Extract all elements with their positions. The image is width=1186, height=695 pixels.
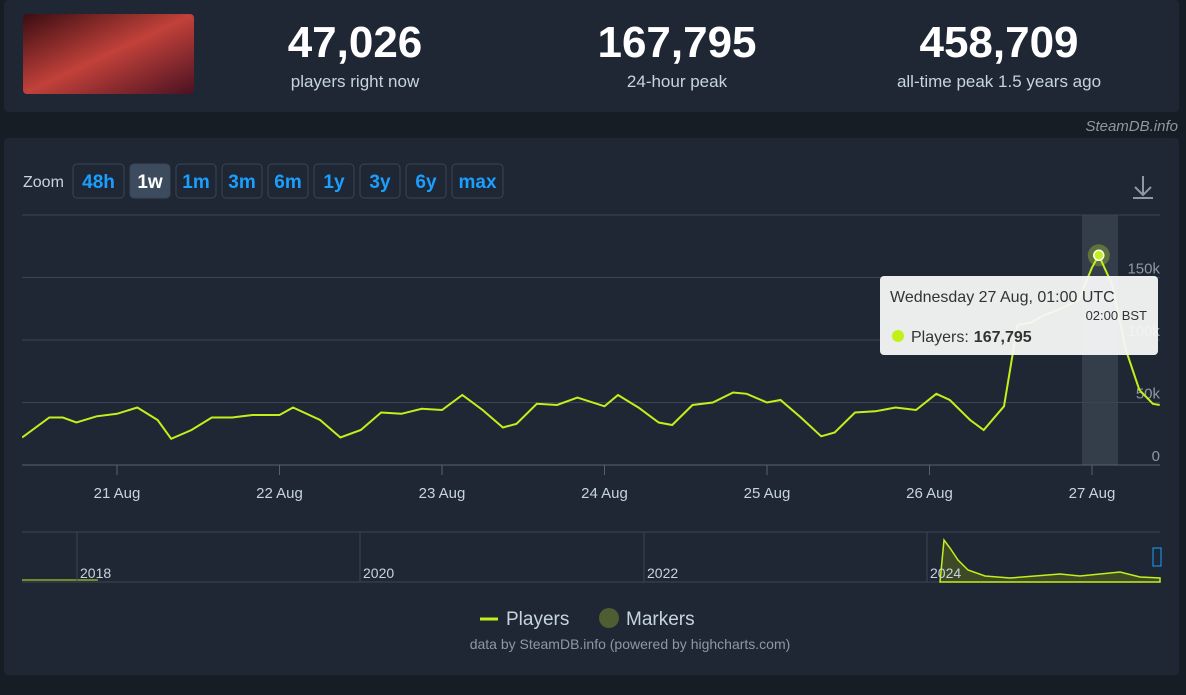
x-tick-label: 22 Aug bbox=[256, 485, 303, 502]
stat-value: 167,795 bbox=[597, 18, 756, 67]
stat-label: players right now bbox=[291, 72, 420, 91]
credits: data by SteamDB.info (powered by highcha… bbox=[470, 636, 791, 652]
x-tick-label: 24 Aug bbox=[581, 485, 628, 502]
zoom-button-label[interactable]: 1m bbox=[182, 172, 209, 193]
navigator-label: 2018 bbox=[80, 565, 111, 581]
tooltip-swatch bbox=[892, 330, 904, 342]
x-tick-label: 21 Aug bbox=[94, 485, 141, 502]
x-tick-label: 23 Aug bbox=[419, 485, 466, 502]
navigator bbox=[22, 531, 1162, 583]
zoom-button[interactable] bbox=[72, 163, 125, 199]
stat-value: 458,709 bbox=[919, 18, 1078, 67]
legend-label[interactable]: Players bbox=[506, 609, 569, 630]
zoom-button[interactable] bbox=[175, 163, 217, 199]
zoom-button-label[interactable]: 48h bbox=[82, 172, 115, 193]
chart-panel bbox=[4, 138, 1179, 675]
stat-label: 24-hour peak bbox=[627, 72, 728, 91]
zoom-button[interactable] bbox=[405, 163, 447, 199]
navigator-label: 2024 bbox=[930, 565, 961, 581]
header-panel bbox=[4, 0, 1179, 112]
tooltip-title: Wednesday 27 Aug, 01:00 UTC bbox=[890, 289, 1115, 306]
zoom-button[interactable] bbox=[267, 163, 309, 199]
tooltip-value: 167,795 bbox=[974, 329, 1032, 346]
tooltip-subtitle: 02:00 BST bbox=[1086, 308, 1147, 323]
stat-label: all-time peak 1.5 years ago bbox=[897, 72, 1101, 91]
stat-value: 47,026 bbox=[288, 18, 423, 67]
zoom-button-label[interactable]: 1w bbox=[137, 172, 163, 193]
legend-swatch[interactable] bbox=[599, 608, 619, 628]
zoom-button[interactable] bbox=[359, 163, 401, 199]
navigator-label: 2022 bbox=[647, 565, 678, 581]
zoom-button[interactable] bbox=[313, 163, 355, 199]
zoom-button-label[interactable]: 6m bbox=[274, 172, 301, 193]
y-tick-label: 50k bbox=[1136, 386, 1161, 403]
download-icon[interactable] bbox=[1133, 176, 1153, 199]
zoom-button-label[interactable]: 3m bbox=[228, 172, 255, 193]
y-tick-label: 150k bbox=[1127, 261, 1160, 278]
zoom-button-label[interactable]: 6y bbox=[415, 172, 437, 193]
tooltip-box bbox=[880, 276, 1158, 355]
tooltip-label: Players: 167,795 bbox=[911, 329, 1032, 346]
zoom-label: Zoom bbox=[23, 174, 64, 191]
x-tick-label: 27 Aug bbox=[1069, 485, 1116, 502]
source: SteamDB.info bbox=[1085, 118, 1178, 135]
x-tick-label: 26 Aug bbox=[906, 485, 953, 502]
hover-point bbox=[1093, 249, 1105, 262]
zoom-button-label[interactable]: 1y bbox=[323, 172, 345, 193]
zoom-button[interactable] bbox=[451, 163, 504, 199]
tooltip-series: Players: bbox=[911, 329, 969, 346]
y-tick-label: 0 bbox=[1152, 448, 1160, 465]
x-tick-label: 25 Aug bbox=[744, 485, 791, 502]
zoom-button-label[interactable]: max bbox=[458, 172, 496, 193]
legend-label[interactable]: Markers bbox=[626, 609, 695, 630]
game-art bbox=[23, 14, 194, 94]
zoom-button[interactable] bbox=[129, 163, 171, 199]
zoom-button[interactable] bbox=[221, 163, 263, 199]
zoom-button-label[interactable]: 3y bbox=[369, 172, 391, 193]
navigator-label: 2020 bbox=[363, 565, 394, 581]
